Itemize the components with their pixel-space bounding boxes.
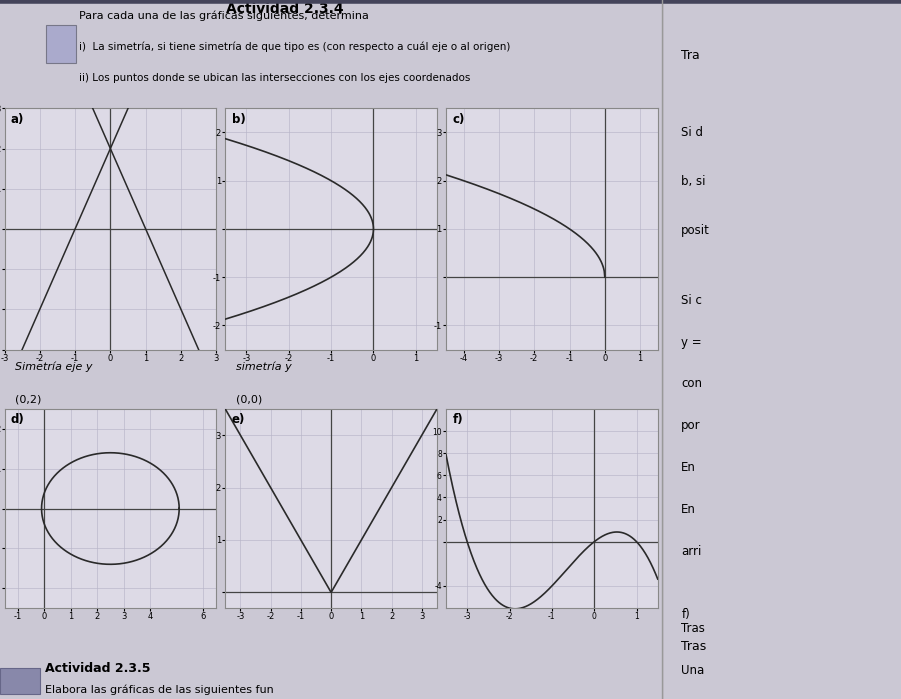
Text: con: con — [681, 377, 703, 391]
Text: Actividad 2.3.5: Actividad 2.3.5 — [45, 663, 150, 675]
Text: Si d: Si d — [681, 126, 704, 139]
Text: Si c: Si c — [681, 294, 702, 307]
Text: En: En — [681, 461, 696, 475]
Text: posit: posit — [681, 224, 710, 237]
Text: Para cada una de las gráficas siguientes, determina: Para cada una de las gráficas siguientes… — [79, 11, 369, 22]
Text: Elabora las gráficas de las siguientes fun: Elabora las gráficas de las siguientes f… — [45, 684, 274, 695]
Text: f): f) — [452, 413, 463, 426]
Text: Tras: Tras — [681, 622, 705, 635]
Text: f): f) — [681, 608, 690, 621]
Text: (0,0): (0,0) — [236, 394, 262, 404]
FancyBboxPatch shape — [0, 668, 40, 693]
Text: Simetría eje y: Simetría eje y — [15, 361, 93, 372]
Text: b): b) — [232, 113, 245, 126]
Text: (0,2): (0,2) — [15, 394, 41, 404]
Text: Actividad 2.3.4: Actividad 2.3.4 — [226, 2, 343, 16]
Text: Tras: Tras — [681, 640, 706, 653]
Text: simetría y: simetría y — [236, 361, 292, 372]
Text: y =: y = — [681, 336, 702, 349]
Text: Una: Una — [681, 664, 705, 677]
Text: ii) Los puntos donde se ubican las intersecciones con los ejes coordenados: ii) Los puntos donde se ubican las inter… — [79, 73, 471, 82]
Text: arri: arri — [681, 545, 702, 559]
Text: d): d) — [11, 413, 24, 426]
Text: En: En — [681, 503, 696, 517]
Text: por: por — [681, 419, 701, 433]
Text: c): c) — [452, 113, 465, 126]
Text: i)  La simetría, si tiene simetría de que tipo es (con respecto a cuál eje o al : i) La simetría, si tiene simetría de que… — [79, 41, 511, 52]
Text: Tra: Tra — [681, 49, 700, 62]
Text: e): e) — [232, 413, 245, 426]
Text: b, si: b, si — [681, 175, 705, 188]
Text: a): a) — [11, 113, 24, 126]
FancyBboxPatch shape — [46, 25, 77, 63]
